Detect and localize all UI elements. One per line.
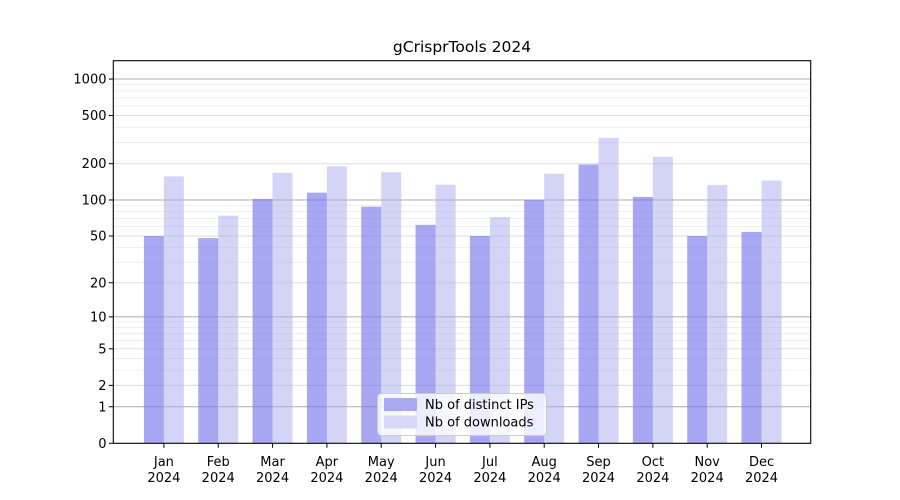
x-tick-label-jul: Jul	[481, 455, 498, 470]
x-tick-label-sep: Sep	[586, 455, 611, 470]
bar-nb-of-downloads-jul	[489, 217, 510, 444]
bar-nb-of-distinct-ips-oct	[632, 196, 653, 444]
bar-nb-of-downloads-may	[381, 172, 402, 444]
bar-nb-of-downloads-nov	[707, 185, 728, 444]
bar-nb-of-distinct-ips-dec	[741, 232, 762, 444]
x-tick-sublabel-mar: 2024	[256, 471, 289, 486]
bar-nb-of-downloads-apr	[326, 166, 347, 444]
legend-label-downloads: Nb of downloads	[425, 416, 534, 431]
x-tick-sublabel-aug: 2024	[528, 471, 561, 486]
x-tick-label-oct: Oct	[642, 455, 664, 470]
y-tick-label-1: 1	[98, 400, 106, 415]
y-tick-label-200: 200	[82, 157, 107, 172]
y-tick-label-50: 50	[90, 230, 107, 245]
x-tick-sublabel-oct: 2024	[636, 471, 669, 486]
x-tick-sublabel-apr: 2024	[310, 471, 343, 486]
x-tick-label-nov: Nov	[695, 455, 721, 470]
bar-nb-of-downloads-oct	[652, 156, 673, 444]
y-tick-label-500: 500	[82, 109, 107, 124]
legend-swatch-downloads	[384, 415, 417, 429]
x-tick-label-mar: Mar	[260, 455, 285, 470]
bar-nb-of-downloads-aug	[544, 173, 565, 444]
bar-nb-of-distinct-ips-jan	[143, 236, 164, 444]
y-tick-label-0: 0	[98, 437, 106, 452]
y-tick-label-5: 5	[98, 342, 106, 357]
bar-nb-of-distinct-ips-mar	[252, 198, 273, 444]
bar-nb-of-distinct-ips-may	[361, 206, 382, 444]
y-tick-label-1000: 1000	[73, 73, 106, 88]
x-tick-sublabel-nov: 2024	[691, 471, 724, 486]
y-tick-label-100: 100	[82, 193, 107, 208]
legend-box	[377, 393, 547, 436]
x-tick-sublabel-sep: 2024	[582, 471, 615, 486]
legend-swatch-distinct-ips	[384, 398, 417, 411]
bar-nb-of-downloads-jan	[163, 176, 184, 444]
chart-title: gCrisprTools 2024	[393, 38, 531, 56]
x-tick-sublabel-may: 2024	[365, 471, 398, 486]
x-tick-label-feb: Feb	[207, 455, 230, 470]
legend-label-distinct-ips: Nb of distinct IPs	[425, 398, 534, 413]
x-tick-label-dec: Dec	[749, 455, 774, 470]
bar-nb-of-distinct-ips-aug	[524, 199, 545, 444]
x-tick-label-may: May	[368, 455, 395, 470]
x-tick-sublabel-dec: 2024	[745, 471, 778, 486]
y-tick-label-10: 10	[90, 310, 107, 325]
bar-nb-of-downloads-sep	[598, 137, 619, 444]
bar-nb-of-distinct-ips-nov	[687, 236, 708, 444]
bar-nb-of-distinct-ips-feb	[198, 238, 219, 444]
x-tick-sublabel-jun: 2024	[419, 471, 452, 486]
bar-nb-of-downloads-mar	[272, 172, 293, 444]
x-tick-label-apr: Apr	[316, 455, 339, 470]
bar-nb-of-distinct-ips-jun	[415, 224, 436, 444]
bar-nb-of-distinct-ips-apr	[306, 192, 327, 444]
x-tick-label-aug: Aug	[532, 455, 557, 470]
x-tick-sublabel-jul: 2024	[473, 471, 506, 486]
bar-nb-of-downloads-dec	[761, 180, 782, 444]
bar-nb-of-downloads-jun	[435, 184, 456, 444]
legend: Nb of distinct IPs Nb of downloads	[377, 393, 547, 436]
x-tick-sublabel-feb: 2024	[202, 471, 235, 486]
y-tick-label-20: 20	[90, 276, 107, 291]
bar-nb-of-downloads-feb	[218, 215, 239, 444]
plot-area-border	[112, 60, 812, 444]
bars	[143, 137, 782, 444]
bar-nb-of-distinct-ips-jul	[469, 236, 490, 444]
x-tick-sublabel-jan: 2024	[147, 471, 180, 486]
x-tick-label-jan: Jan	[153, 455, 174, 470]
bar-nb-of-distinct-ips-sep	[578, 164, 599, 444]
axis-ticks: 01251020501002005001000Jan2024Feb2024Mar…	[73, 73, 778, 486]
y-tick-label-2: 2	[98, 379, 106, 394]
x-tick-label-jun: Jun	[424, 455, 445, 470]
